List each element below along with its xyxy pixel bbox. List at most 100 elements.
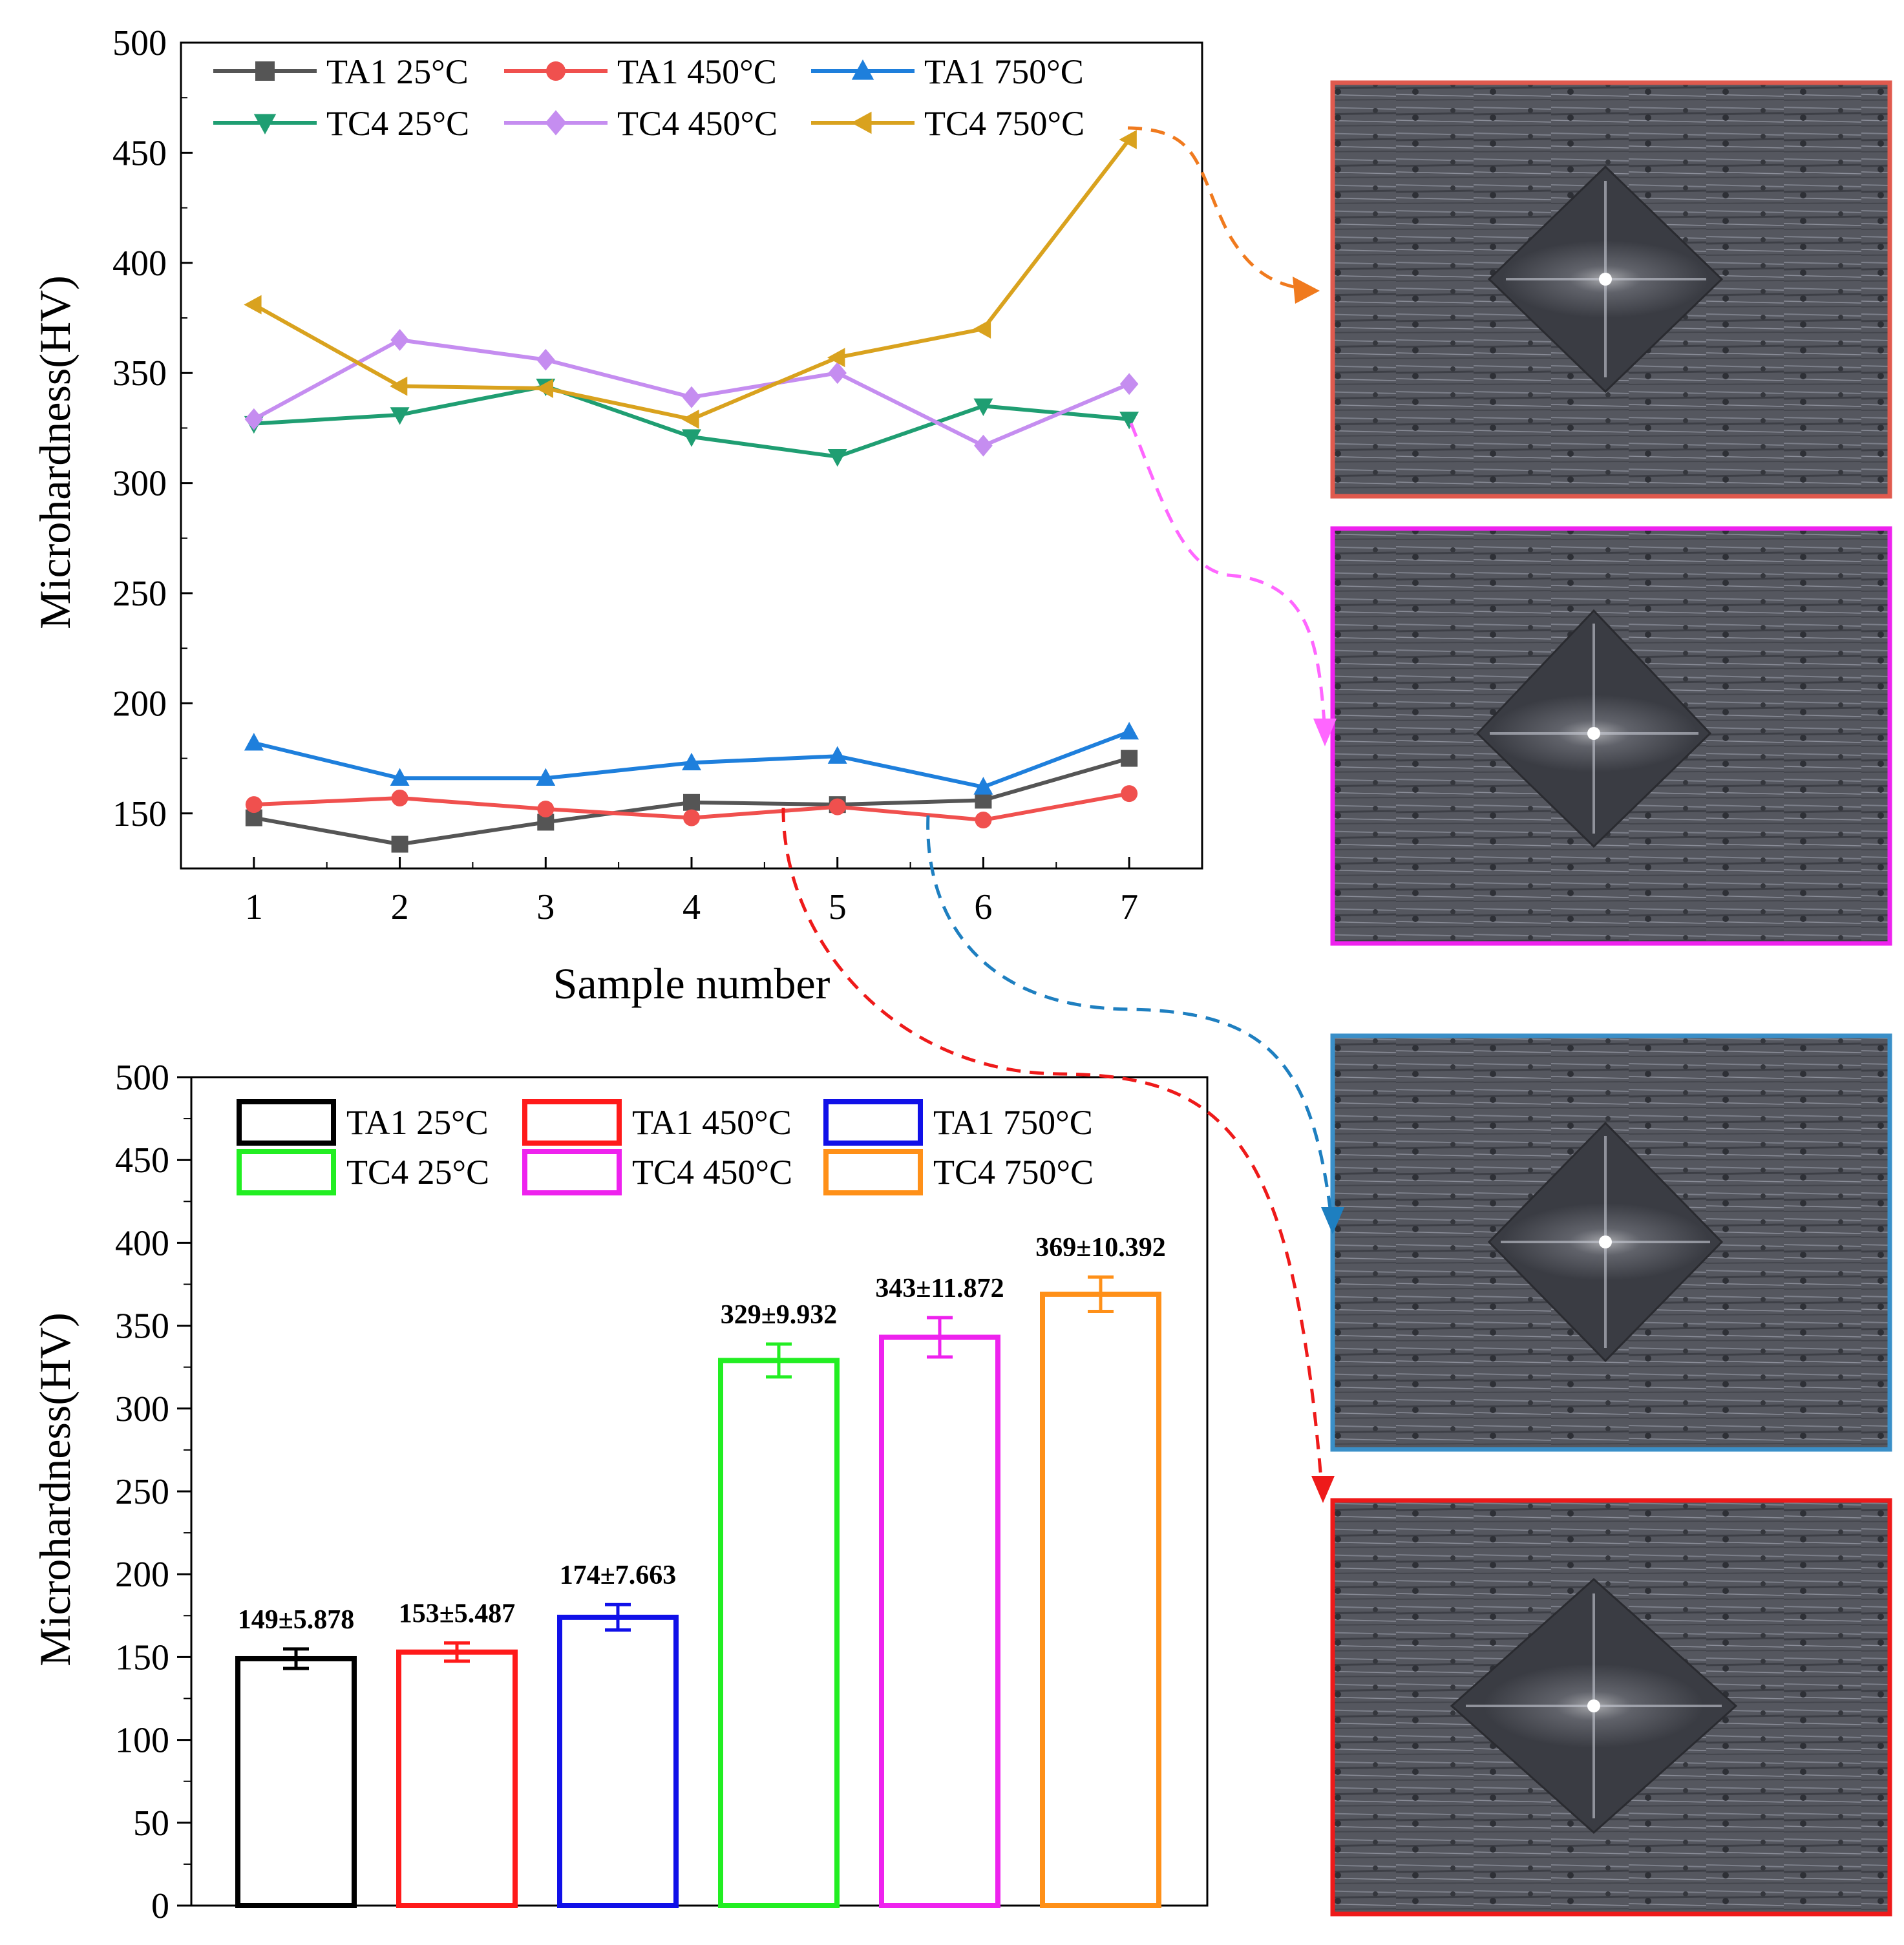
legend-item-tc4-450c: TC4 450°C	[504, 104, 777, 143]
legend-item-ta1-25c: TA1 25°C	[213, 52, 469, 91]
arrow-head-tc4-450	[1313, 719, 1337, 746]
arrow-head-tc4-750	[1293, 277, 1320, 304]
data-point	[683, 809, 700, 826]
line-chart-x-axis: 1 2 3 4 5 6 7	[245, 857, 1138, 927]
legend-label: TC4 450°C	[617, 104, 777, 143]
data-point	[827, 746, 847, 764]
micrograph-panel	[1330, 80, 1892, 1917]
y-tick-label: 450	[112, 133, 167, 173]
bar-chart-bars-layer: 149±5.878 153±5.487 174±7.663 329±9.932 343±…	[235, 1233, 1166, 1909]
data-point	[681, 409, 699, 429]
bar	[235, 1656, 357, 1909]
y-tick-label: 250	[115, 1472, 169, 1512]
x-tick-label: 4	[682, 887, 701, 927]
arrow-tc4-450	[1129, 423, 1327, 731]
data-point	[973, 398, 993, 416]
legend-item-ta1-25c: TA1 25°C	[237, 1099, 489, 1146]
bar	[879, 1334, 1000, 1909]
bar-group-ta1-450c: 153±5.487	[396, 1599, 518, 1908]
data-point	[244, 408, 264, 430]
y-tick-label: 150	[115, 1637, 169, 1677]
legend-label: TC4 750°C	[933, 1153, 1094, 1192]
legend-swatch	[522, 1149, 622, 1195]
bar-chart-legend: TA1 25°C TA1 450°C TA1 750°C TC4 25°C TC4 45…	[237, 1099, 1094, 1195]
data-label: 343±11.872	[875, 1274, 1004, 1303]
legend-item-ta1-450c: TA1 450°C	[522, 1099, 792, 1146]
bar-group-ta1-25c: 149±5.878	[235, 1605, 357, 1909]
legend-marker	[255, 61, 275, 81]
legend-item-ta1-750c: TA1 750°C	[811, 52, 1084, 91]
x-tick-label: 3	[536, 887, 555, 927]
x-tick-label: 5	[829, 887, 847, 927]
bar	[1040, 1291, 1161, 1909]
legend-label: TC4 25°C	[346, 1153, 489, 1192]
data-label: 174±7.663	[560, 1561, 677, 1590]
line-chart-y-axis: 150 200 250 300 350 400 450 500	[112, 23, 193, 869]
micrograph-ta1-450	[1330, 1498, 1892, 1917]
y-tick-label: 50	[133, 1803, 169, 1844]
data-point	[973, 777, 993, 795]
bar-group-tc4-25c: 329±9.932	[718, 1300, 840, 1909]
legend-marker	[546, 61, 566, 81]
data-point	[828, 362, 847, 384]
legend-swatch	[823, 1099, 923, 1146]
y-tick-label: 300	[112, 464, 167, 504]
data-point	[391, 836, 408, 853]
series-ta1-450c	[245, 785, 1138, 829]
data-point	[1119, 373, 1139, 395]
micrograph-tc4-750	[1330, 80, 1892, 499]
y-tick-label: 500	[112, 23, 167, 63]
line-chart-plot-area	[180, 41, 1203, 870]
line-chart-y-axis-title: Microhardness(HV)	[30, 275, 79, 629]
arrow-head-ta1-450	[1311, 1476, 1335, 1503]
series-ta1-25c	[245, 750, 1138, 853]
y-tick-label: 250	[112, 574, 167, 614]
legend-swatch	[237, 1099, 336, 1146]
y-tick-label: 150	[112, 794, 167, 834]
data-point	[535, 379, 553, 399]
x-tick-label: 7	[1120, 887, 1138, 927]
y-tick-label: 200	[112, 684, 167, 724]
data-point	[390, 407, 410, 425]
data-point	[536, 768, 556, 786]
x-tick-label: 2	[391, 887, 409, 927]
data-point	[536, 348, 555, 371]
series-tc4-450c	[244, 329, 1139, 457]
legend-label: TC4 450°C	[632, 1153, 792, 1192]
legend-label: TC4 25°C	[326, 104, 469, 143]
legend-item-tc4-25c: TC4 25°C	[213, 104, 469, 143]
series-line	[253, 138, 1131, 421]
data-point	[1119, 412, 1139, 430]
data-point	[829, 798, 846, 815]
data-point	[390, 329, 409, 351]
data-point	[975, 812, 992, 829]
data-point	[1119, 722, 1139, 740]
legend-label: TA1 25°C	[326, 52, 469, 91]
bar-group-tc4-750c: 369±10.392	[1035, 1233, 1166, 1909]
data-point	[973, 319, 991, 339]
legend-label: TA1 450°C	[632, 1103, 792, 1142]
data-point	[975, 792, 992, 809]
data-point	[682, 429, 701, 447]
data-point	[537, 800, 555, 817]
data-point	[244, 295, 262, 315]
x-tick-label: 1	[245, 887, 263, 927]
legend-marker	[851, 59, 874, 80]
legend-label: TA1 25°C	[346, 1103, 489, 1142]
data-point	[682, 752, 701, 771]
y-tick-label: 300	[115, 1389, 169, 1429]
y-tick-label: 350	[115, 1307, 169, 1347]
line-chart-x-axis-title: Sample number	[553, 959, 830, 1008]
data-label: 149±5.878	[238, 1605, 355, 1635]
y-tick-label: 450	[115, 1141, 169, 1181]
series-ta1-750c	[244, 722, 1139, 795]
legend-item-tc4-450c: TC4 450°C	[522, 1149, 792, 1195]
bar-chart-y-axis-title: Microhardness(HV)	[30, 1312, 79, 1666]
legend-label: TA1 750°C	[924, 52, 1084, 91]
bar-chart-plot-area	[190, 1076, 1209, 1907]
legend-marker	[851, 111, 872, 134]
y-tick-label: 200	[115, 1555, 169, 1595]
arrow-ta1-450	[781, 807, 1324, 1487]
line-chart-legend: TA1 25°C TA1 450°C TA1 750°C TC4 25°C TC4 45…	[213, 52, 1084, 143]
